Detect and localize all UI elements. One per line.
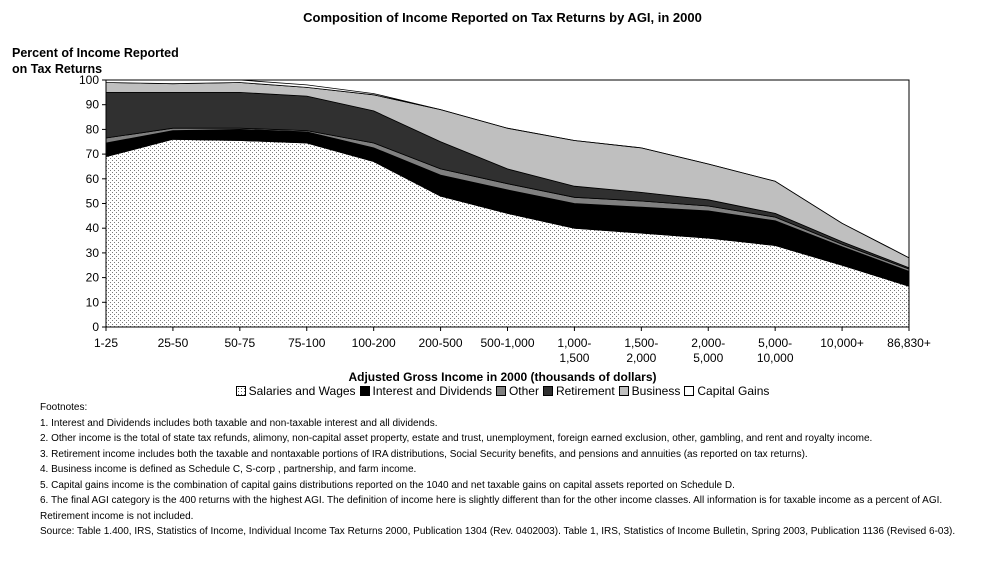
plot-areas <box>105 79 910 328</box>
footnote-5: 5. Capital gains income is the combinati… <box>40 479 735 491</box>
x-tick-label: 1-25 <box>94 336 118 350</box>
legend-label: Interest and Dividends <box>372 384 492 398</box>
x-axis-label: Adjusted Gross Income in 2000 (thousands… <box>348 370 657 384</box>
legend-item-retirement: Retirement <box>542 384 615 398</box>
x-tick-label: 25-50 <box>158 336 189 350</box>
legend-item-salaries-and-wages: Salaries and Wages <box>235 384 356 398</box>
y-axis-label-line-2: on Tax Returns <box>12 62 103 76</box>
legend-swatch <box>359 385 370 396</box>
footnote-4: 4. Business income is defined as Schedul… <box>40 464 417 475</box>
x-tick-label: 10,000+ <box>820 336 864 350</box>
footnote-6: 6. The final AGI category is the 400 ret… <box>40 495 943 522</box>
x-tick-label: 5,000- <box>758 336 792 350</box>
legend-label: Capital Gains <box>697 384 770 398</box>
y-tick-label: 10 <box>86 295 100 309</box>
x-tick-label: 50-75 <box>224 336 255 350</box>
legend-item-business: Business <box>618 384 681 398</box>
legend-swatch <box>542 385 553 396</box>
y-tick-label: 60 <box>86 172 100 186</box>
x-tick-label: 2,000- <box>691 336 725 350</box>
area-capital-gains <box>105 79 910 259</box>
chart-title: Composition of Income Reported on Tax Re… <box>303 10 702 25</box>
x-tick-label: 1,000- <box>557 336 591 350</box>
legend-swatch <box>684 385 695 396</box>
footnotes: Footnotes: 1. Interest and Dividends inc… <box>40 400 960 540</box>
y-tick-label: 90 <box>86 98 100 112</box>
legend-swatch <box>618 385 629 396</box>
x-tick-label: 5,000 <box>693 351 723 365</box>
y-axis: 0 10 20 30 40 50 60 70 80 90 100 <box>79 73 106 334</box>
footnote-3: 3. Retirement income includes both the t… <box>40 448 808 460</box>
y-tick-label: 100 <box>79 73 99 87</box>
legend-label: Retirement <box>555 384 615 398</box>
y-tick-label: 50 <box>86 197 100 211</box>
y-tick-label: 70 <box>86 147 100 161</box>
x-tick-label: 2,000 <box>626 351 656 365</box>
x-tick-label: 75-100 <box>288 336 326 350</box>
legend-swatch <box>235 385 246 396</box>
y-tick-label: 40 <box>86 221 100 235</box>
y-tick-label: 80 <box>86 122 100 136</box>
x-tick-label: 1,500 <box>559 351 589 365</box>
legend-item-capital-gains: Capital Gains <box>684 384 769 398</box>
legend-label: Business <box>631 384 681 398</box>
legend-label: Salaries and Wages <box>248 384 356 398</box>
legend-swatch <box>495 385 506 396</box>
footnote-2: 2. Other income is the total of state ta… <box>40 433 873 444</box>
x-tick-label: 100-200 <box>352 336 396 350</box>
x-tick-label: 1,500- <box>624 336 658 350</box>
x-tick-label: 500-1,000 <box>480 336 534 350</box>
legend-item-interest-and-dividends: Interest and Dividends <box>359 384 492 398</box>
x-tick-label: 10,000 <box>757 351 794 365</box>
footnote-1: 1. Interest and Dividends includes both … <box>40 417 438 429</box>
y-axis-label-line-1: Percent of Income Reported <box>12 46 179 60</box>
x-tick-label: 200-500 <box>419 336 463 350</box>
x-axis: 1-25 25-50 50-75 75-100 100-200 200-500 500-1,… <box>94 327 931 365</box>
y-tick-label: 30 <box>86 246 100 260</box>
footnotes-heading: Footnotes: <box>40 402 88 413</box>
x-tick-label: 86,830+ <box>887 336 931 350</box>
y-tick-label: 0 <box>92 320 99 334</box>
legend-item-other: Other <box>495 384 539 398</box>
legend: Salaries and Wages Interest and Dividends… <box>0 384 1005 398</box>
y-tick-label: 20 <box>86 271 100 285</box>
legend-label: Other <box>508 384 539 398</box>
footnote-source: Source: Table 1.400, IRS, Statistics of … <box>40 526 956 537</box>
